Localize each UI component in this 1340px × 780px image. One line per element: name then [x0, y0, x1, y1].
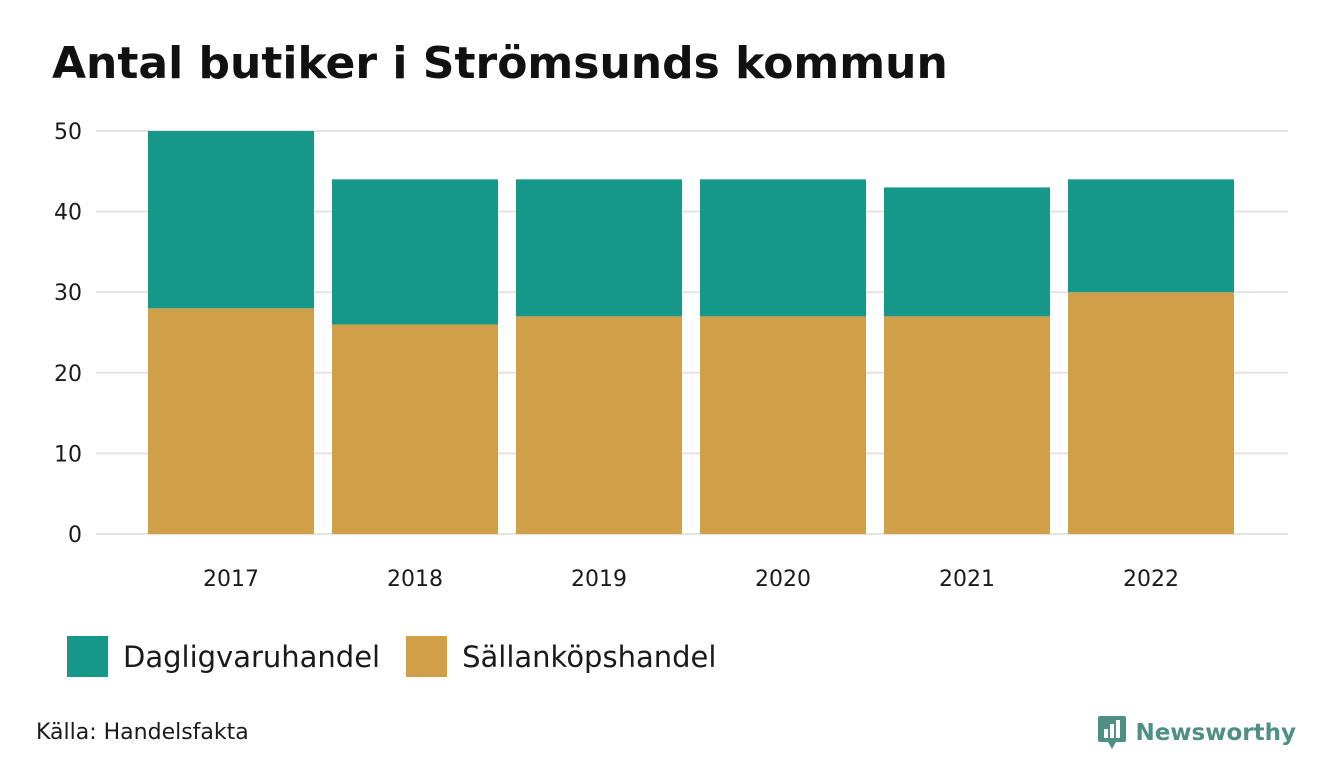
bar-dagligvaruhandel-2020: [700, 179, 866, 317]
legend-label-dagligvaruhandel: Dagligvaruhandel: [123, 639, 381, 674]
x-tick-label-2022: 2022: [1123, 567, 1179, 592]
brand-logo: Newsworthy: [1097, 714, 1296, 752]
legend-label-sallankopshandel: Sällanköpshandel: [462, 639, 717, 674]
brand-name: Newsworthy: [1135, 720, 1296, 746]
x-tick-label-2017: 2017: [203, 567, 259, 592]
chart-title: Antal butiker i Strömsunds kommun: [52, 38, 948, 89]
bar-sallankopshandel-2018: [332, 324, 498, 534]
bar-sallankopshandel-2022: [1068, 292, 1234, 534]
x-tick-label-2019: 2019: [571, 567, 627, 592]
x-tick-label-2021: 2021: [939, 567, 995, 592]
newsworthy-logo-icon: [1098, 716, 1127, 749]
bar-sallankopshandel-2019: [516, 316, 682, 534]
y-tick-label-10: 10: [54, 442, 82, 467]
bar-dagligvaruhandel-2021: [884, 187, 1050, 317]
legend: Dagligvaruhandel Sällanköpshandel: [67, 636, 742, 677]
bar-dagligvaruhandel-2017: [148, 131, 314, 309]
x-tick-label-2020: 2020: [755, 567, 811, 592]
legend-item-sallankopshandel: Sällanköpshandel: [406, 636, 716, 677]
y-tick-label-40: 40: [54, 201, 82, 226]
x-tick-label-2018: 2018: [387, 567, 443, 592]
bar-sallankopshandel-2020: [700, 316, 866, 534]
source-note: Källa: Handelsfakta: [36, 720, 249, 745]
bar-dagligvaruhandel-2022: [1068, 179, 1234, 293]
y-tick-label-20: 20: [54, 362, 82, 387]
y-tick-label-50: 50: [54, 120, 82, 145]
legend-swatch-sallankopshandel: [406, 636, 448, 677]
y-tick-label-30: 30: [54, 281, 82, 306]
bar-dagligvaruhandel-2018: [332, 179, 498, 325]
bar-sallankopshandel-2017: [148, 308, 314, 534]
bar-dagligvaruhandel-2019: [516, 179, 682, 317]
y-tick-label-0: 0: [68, 523, 82, 548]
stacked-bar-chart: 0 10 20 30 40 50 2017 2018 2019 2020 2021 2022: [54, 120, 1288, 592]
legend-item-dagligvaruhandel: Dagligvaruhandel: [67, 636, 380, 677]
bar-sallankopshandel-2021: [884, 316, 1050, 534]
legend-swatch-dagligvaruhandel: [67, 636, 108, 677]
